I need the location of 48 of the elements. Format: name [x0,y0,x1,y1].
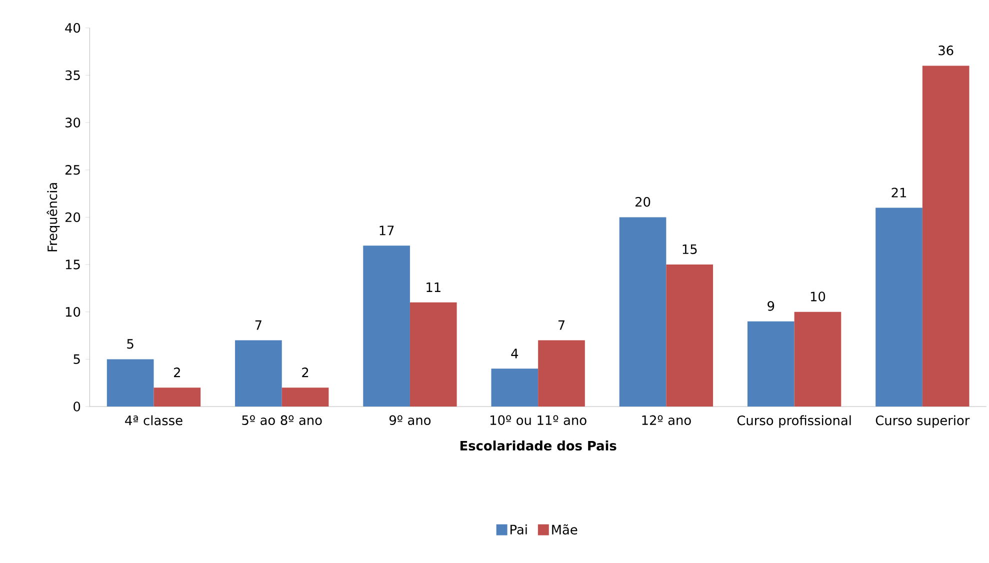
y-tick-label: 10 [66,307,80,317]
legend-label: Pai [510,524,527,534]
data-label: 7 [255,320,262,330]
data-label: 5 [127,339,134,349]
data-label: 36 [938,46,954,56]
bar [876,208,922,407]
legend-label: Mãe [552,524,578,535]
x-tick-label: Curso profissional [737,415,851,428]
bar [666,264,714,407]
y-tick-label: 0 [74,402,80,412]
y-tick-label: 15 [66,260,80,270]
bar [538,340,585,407]
x-tick-label: 10º ou 11º ano [490,415,586,426]
x-tick-label: 4ª classe [125,415,182,426]
bar [410,302,457,407]
bar [794,312,842,407]
bar [619,217,666,407]
data-label: 10 [810,292,826,302]
data-label: 20 [636,196,650,207]
x-tick-label: 9º ano [389,415,431,426]
data-label: 17 [380,226,394,236]
y-tick-label: 20 [65,212,80,222]
x-axis-title: Escolaridade dos Pais [460,440,616,451]
x-tick-label: Curso superior [876,415,970,428]
bar [282,388,329,407]
bar [106,359,154,407]
x-tick-label: 5º ao 8º ano [242,415,322,426]
data-label: 2 [174,368,180,378]
bar [491,368,538,407]
data-label: 11 [426,282,440,292]
bar [154,388,201,407]
y-axis-title: Frequência [46,183,60,252]
data-label: 15 [682,244,697,254]
x-tick-label: 12º ano [642,415,691,426]
y-tick-label: 25 [65,165,80,175]
bar [922,66,970,407]
data-label: 4 [511,348,518,358]
y-tick-label: 40 [65,23,80,33]
y-tick-label: 35 [66,70,80,80]
bar [363,246,410,407]
data-label: 9 [768,301,774,311]
y-tick-label: 30 [66,118,80,128]
y-tick-label: 5 [74,354,80,364]
data-label: 2 [302,368,308,378]
bar [747,321,794,407]
data-label: 7 [558,320,565,330]
data-label: 21 [892,188,906,198]
bar [235,340,282,407]
